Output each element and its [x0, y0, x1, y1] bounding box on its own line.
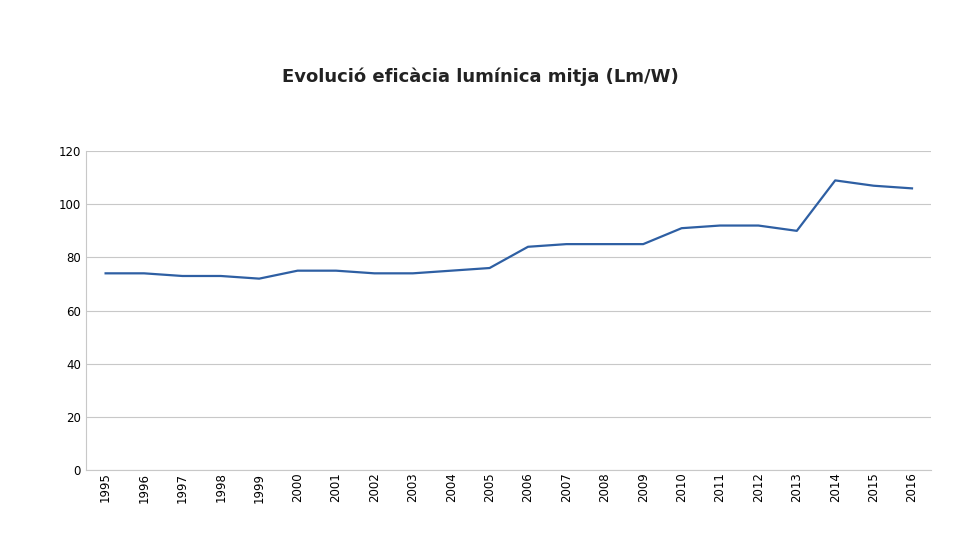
- Text: Evolució eficàcia lumínica mitja (Lm/W): Evolució eficàcia lumínica mitja (Lm/W): [281, 68, 679, 86]
